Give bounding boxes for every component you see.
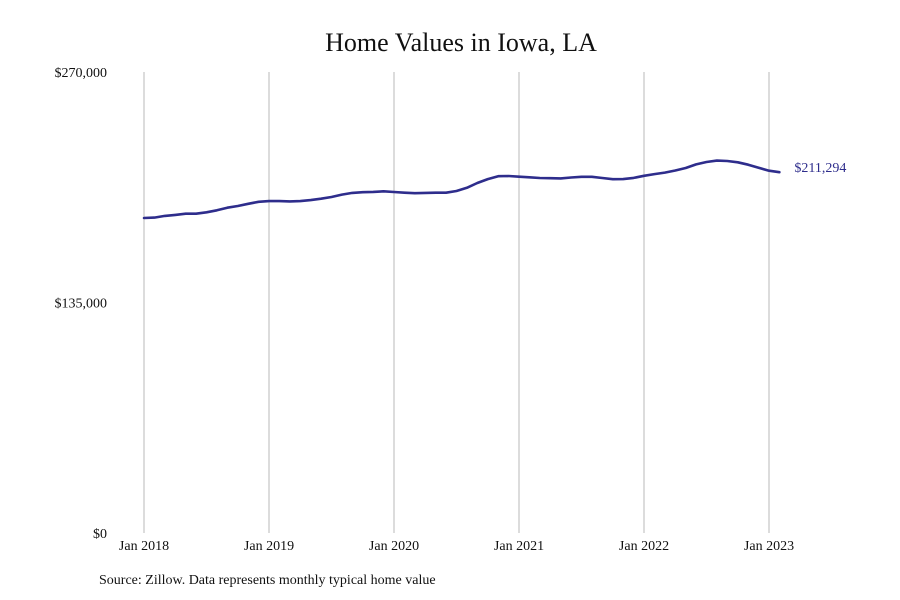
series-line [142,159,781,220]
x-tick-label: Jan 2018 [119,539,169,554]
x-tick-label: Jan 2022 [619,539,669,554]
chart-title: Home Values in Iowa, LA [325,28,597,57]
x-tick-label: Jan 2021 [494,539,544,554]
end-value-label: $211,294 [794,161,846,176]
y-tick-label: $270,000 [55,66,108,81]
source-note: Source: Zillow. Data represents monthly … [99,573,436,588]
x-tick-label: Jan 2023 [744,539,794,554]
x-tick-label: Jan 2019 [244,539,294,554]
y-tick-label: $0 [93,527,107,542]
x-tick-label: Jan 2020 [369,539,419,554]
y-tick-label: $135,000 [55,297,108,312]
